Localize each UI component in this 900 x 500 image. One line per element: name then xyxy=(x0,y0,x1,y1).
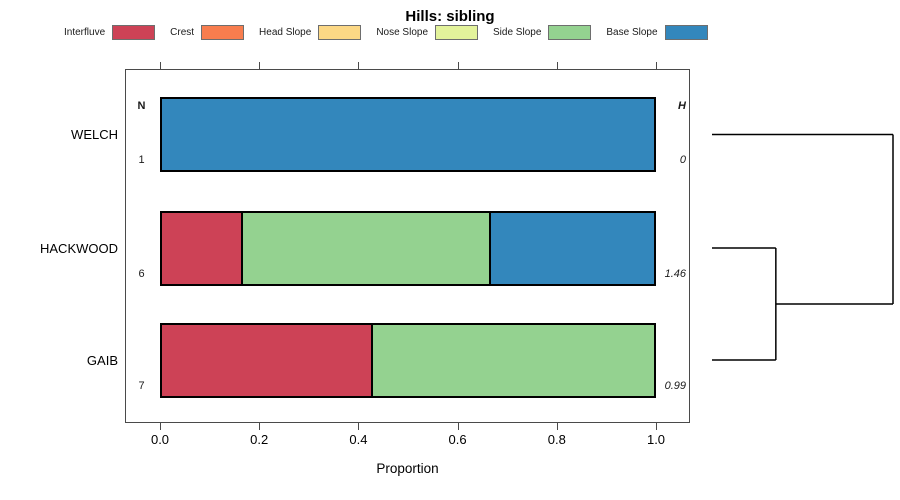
n-value: 6 xyxy=(138,267,145,280)
legend-swatch-interfluve xyxy=(112,25,156,40)
x-tick-top xyxy=(457,62,459,69)
legend-label: Interfluve xyxy=(64,27,106,38)
n-value: 1 xyxy=(138,154,145,166)
x-tick-bottom xyxy=(556,423,558,430)
h-value: 1.46 xyxy=(664,267,686,280)
x-tick-bottom xyxy=(259,423,261,430)
h-value: 0 xyxy=(679,154,686,166)
chart-title: Hills: sibling xyxy=(405,8,495,25)
bar-segment-gaib-interfluve xyxy=(160,322,373,398)
n-value: 7 xyxy=(138,379,145,392)
x-tick-label: 0.6 xyxy=(448,432,467,447)
legend: Interfluve Crest Head Slope Nose Slope Side … xyxy=(64,25,708,40)
legend-swatch-crest xyxy=(201,25,245,40)
legend-item-base-slope: Base Slope xyxy=(606,25,708,40)
x-tick-label: 0.4 xyxy=(349,432,368,447)
x-tick-top xyxy=(358,62,360,69)
category-label-gaib: GAIB xyxy=(86,352,118,368)
plot-box xyxy=(125,69,690,423)
x-tick-label: 0.0 xyxy=(150,432,170,447)
x-tick-bottom xyxy=(358,423,360,430)
x-tick-top xyxy=(656,62,657,69)
legend-label: Side Slope xyxy=(493,27,542,38)
x-tick-label: 0.8 xyxy=(547,432,566,447)
legend-label: Base Slope xyxy=(606,27,658,38)
x-axis-title: Proportion xyxy=(376,461,439,476)
x-tick-label: 0.2 xyxy=(250,432,269,447)
x-tick-top xyxy=(259,62,261,69)
bar-segment-hackwood-base-slope xyxy=(488,210,656,286)
legend-item-crest: Crest xyxy=(170,25,245,40)
bar-segment-hackwood-interfluve xyxy=(160,210,243,286)
category-label-hackwood: HACKWOOD xyxy=(40,240,118,256)
legend-item-head-slope: Head Slope xyxy=(259,25,362,40)
n-column-header: N xyxy=(137,100,146,112)
legend-swatch-nose-slope xyxy=(435,25,479,40)
legend-label: Nose Slope xyxy=(376,27,429,38)
h-column-header: H xyxy=(678,100,686,112)
bar-segment-hackwood-side-slope xyxy=(240,210,491,286)
legend-label: Head Slope xyxy=(259,27,312,38)
legend-label: Crest xyxy=(170,27,195,38)
bar-segment-gaib-side-slope xyxy=(370,322,656,398)
h-value: 0.99 xyxy=(664,379,686,392)
legend-swatch-base-slope xyxy=(664,25,708,40)
legend-item-interfluve: Interfluve xyxy=(64,25,156,40)
x-tick-bottom xyxy=(160,423,161,430)
legend-swatch-side-slope xyxy=(548,25,592,40)
x-tick-bottom xyxy=(656,423,657,430)
x-tick-bottom xyxy=(457,423,459,430)
x-tick-top xyxy=(556,62,558,69)
x-tick-top xyxy=(160,62,161,69)
category-label-welch: WELCH xyxy=(71,127,118,142)
legend-item-nose-slope: Nose Slope xyxy=(376,25,479,40)
x-tick-label: 1.0 xyxy=(646,432,666,447)
bar-segment-welch-base-slope xyxy=(160,97,656,172)
legend-item-side-slope: Side Slope xyxy=(493,25,592,40)
legend-swatch-head-slope xyxy=(318,25,362,40)
